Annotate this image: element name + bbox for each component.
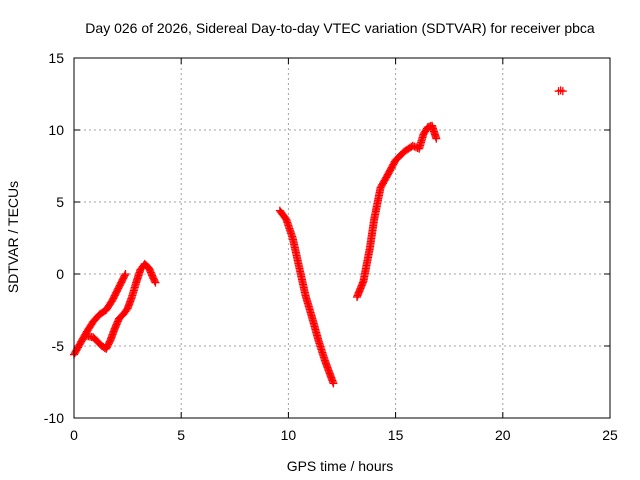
data-point (329, 379, 338, 388)
data-point (150, 277, 159, 286)
data-point (120, 271, 129, 280)
tick-labels: 0 5 10 15 20 25 -10 -5 0 5 10 15 (44, 50, 618, 443)
x-tick-label: 0 (70, 427, 78, 443)
chart-title: Day 026 of 2026, Sidereal Day-to-day VTE… (85, 20, 595, 36)
y-tick-label: 0 (56, 266, 64, 282)
grid (74, 58, 610, 418)
data-point (432, 134, 441, 143)
x-tick-label: 5 (177, 427, 185, 443)
data-point (151, 278, 160, 287)
y-tick-label: 5 (56, 194, 64, 210)
data-point (558, 87, 567, 96)
y-tick-label: -5 (52, 338, 65, 354)
data-point (121, 270, 130, 278)
x-axis-title: GPS time / hours (287, 458, 394, 474)
y-tick-label: 15 (48, 50, 64, 66)
x-tick-label: 15 (388, 427, 404, 443)
x-tick-label: 20 (495, 427, 511, 443)
y-axis-title: SDTVAR / TECUs (5, 181, 21, 293)
x-tick-label: 10 (281, 427, 297, 443)
data-points (70, 86, 567, 388)
y-tick-label: -10 (44, 410, 64, 426)
y-tick-label: 10 (48, 122, 64, 138)
x-tick-label: 25 (602, 427, 618, 443)
plot-frame (73, 57, 611, 419)
